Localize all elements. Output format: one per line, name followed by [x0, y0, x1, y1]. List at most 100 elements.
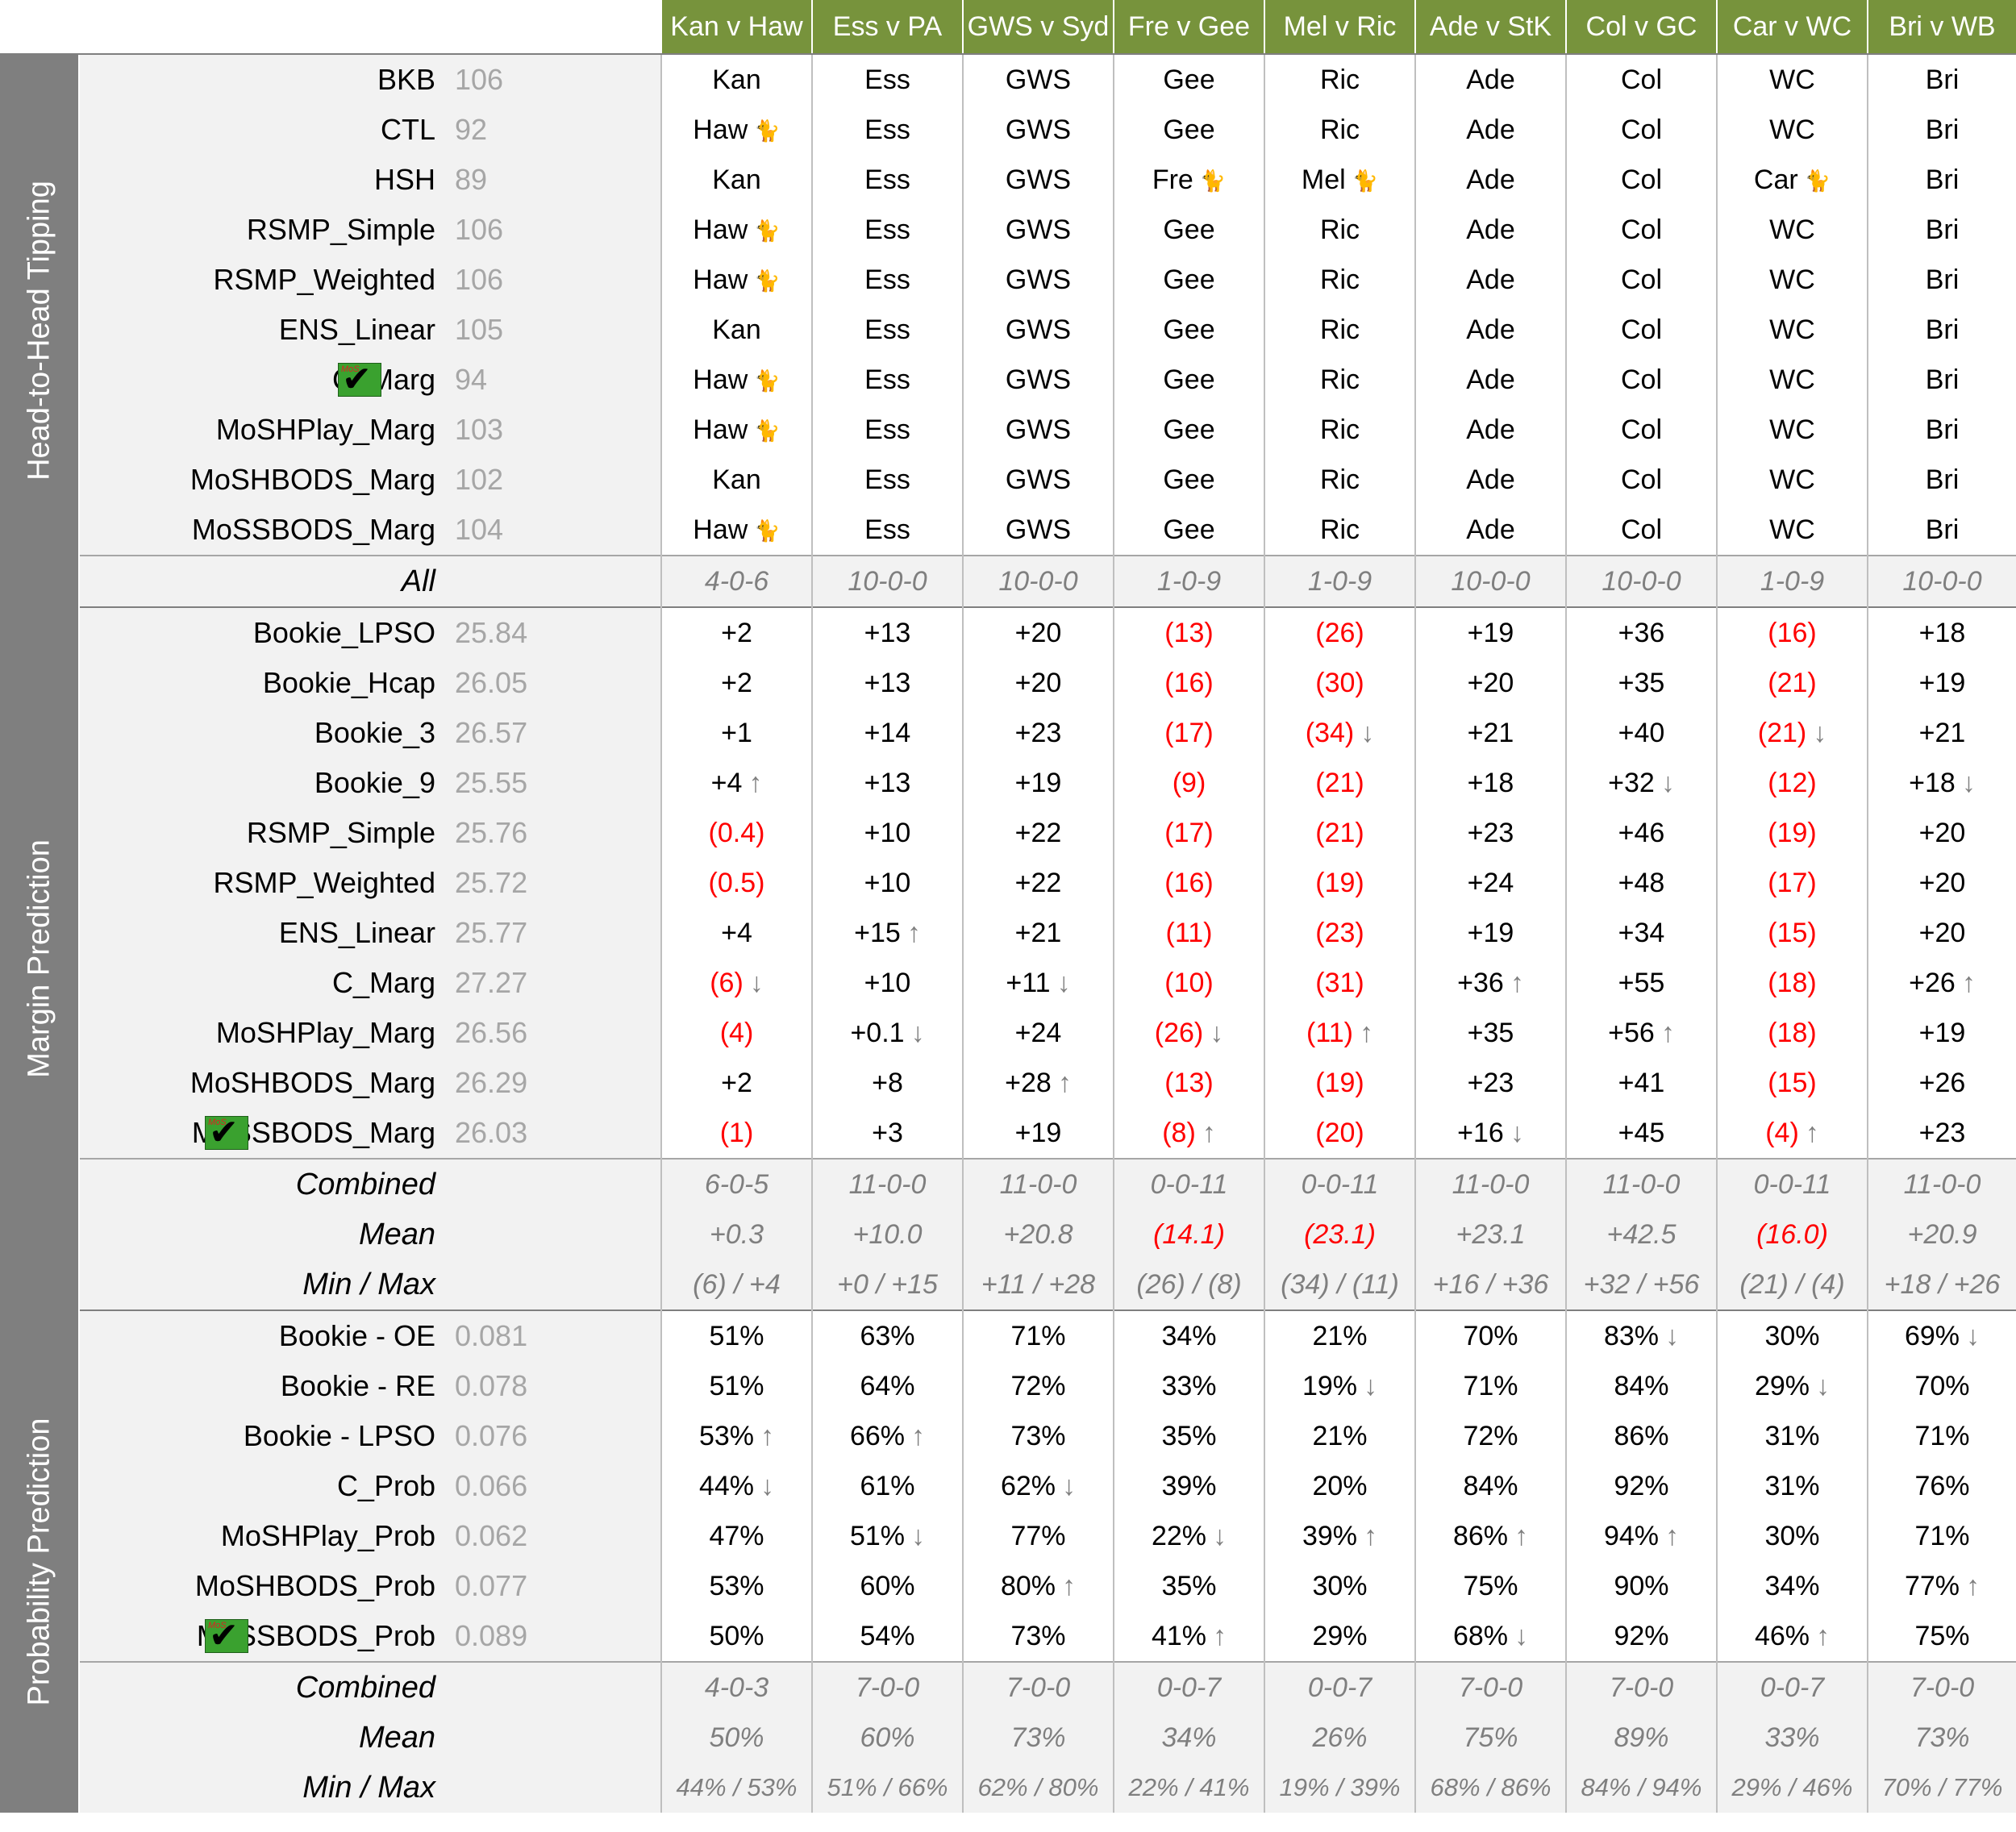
arrow-down-icon: ↓ [1514, 1620, 1529, 1651]
prediction-value: GWS [1005, 364, 1072, 395]
prediction-cell: (17) [1113, 708, 1264, 758]
prediction-cell: 62% ↓ [962, 1461, 1114, 1511]
prediction-cell: Ric [1264, 405, 1415, 455]
cat-icon: 🐈 [1199, 169, 1227, 194]
summary-cell: 10-0-0 [1414, 555, 1566, 607]
prediction-cell: +16 ↓ [1414, 1108, 1566, 1159]
prediction-cell: 30% [1716, 1309, 1868, 1361]
model-name-text: MoSHPlay_Marg [215, 1016, 435, 1049]
prediction-value: (17) [1768, 867, 1817, 898]
prediction-value: +35 [1467, 1017, 1514, 1048]
model-stat: 25.76 [444, 808, 661, 858]
prediction-value: +32 [1608, 767, 1655, 798]
model-stat: 104 [444, 505, 661, 556]
prediction-cell: 92% [1565, 1611, 1717, 1662]
prediction-value: Ess [864, 314, 910, 345]
prediction-value: Ade [1466, 214, 1515, 245]
prediction-cell: +23 [962, 708, 1114, 758]
prediction-cell: +36 [1565, 606, 1717, 658]
match-header: Mel v Ric [1264, 0, 1415, 55]
prediction-value: WC [1769, 64, 1815, 95]
prediction-cell: Col [1565, 205, 1717, 255]
prediction-cell: Ric [1264, 305, 1415, 355]
prediction-value: +26 [1918, 1067, 1966, 1098]
summary-stat-blank [444, 1210, 661, 1260]
table-row: RSMP_Weighted 106 Haw 🐈 Ess GWS Gee Ric Ade Col WC… [0, 255, 2016, 305]
summary-cell: (34) / (11) [1264, 1260, 1415, 1310]
summary-cell: 7-0-0 [962, 1661, 1114, 1713]
model-name: Bookie - RE [79, 1361, 444, 1411]
prediction-value: (10) [1164, 967, 1214, 998]
prediction-value: Gee [1163, 514, 1215, 545]
section-label: Margin Prediction [22, 839, 56, 1078]
prediction-cell: Gee [1113, 305, 1264, 355]
model-name: C_Marg [79, 958, 444, 1008]
prediction-cell: +21 [1867, 708, 2016, 758]
summary-cell: 22% / 41% [1113, 1763, 1264, 1813]
prediction-cell: 61% [811, 1461, 963, 1511]
prediction-cell: 35% [1113, 1411, 1264, 1461]
prediction-cell: GWS [962, 255, 1114, 305]
prediction-cell: (26) [1264, 606, 1415, 658]
mos-logo-text: MoS [341, 364, 360, 374]
summary-row: Mean +0.3 +10.0 +20.8 (14.1) (23.1) +23.1 +42.5… [0, 1210, 2016, 1260]
arrow-down-icon: ↓ [1816, 1370, 1831, 1401]
prediction-value: +36 [1457, 967, 1504, 998]
table-row: MoSHPlay_Marg 26.56 (4) +0.1 ↓ +24 (26) ↓ (11) ↑ +… [0, 1008, 2016, 1058]
prediction-cell: +20 [962, 606, 1114, 658]
prediction-value: 61% [860, 1470, 915, 1501]
prediction-cell: 69% ↓ [1867, 1309, 2016, 1361]
match-header: Bri v WB [1867, 0, 2016, 55]
model-name: RSMP_Weighted [79, 858, 444, 908]
summary-cell: 70% / 77% [1867, 1763, 2016, 1813]
prediction-cell: 22% ↓ [1113, 1511, 1264, 1561]
prediction-value: 21% [1312, 1420, 1368, 1451]
prediction-value: +22 [1014, 867, 1062, 898]
prediction-cell: WC [1716, 255, 1868, 305]
prediction-cell: 39% ↑ [1264, 1511, 1415, 1561]
prediction-cell: 19% ↓ [1264, 1361, 1415, 1411]
prediction-value: (16) [1164, 867, 1214, 898]
prediction-cell: +20 [962, 658, 1114, 708]
prediction-cell: (18) [1716, 1008, 1868, 1058]
table-row: Probability Prediction Bookie - OE 0.081 51… [0, 1309, 2016, 1813]
prediction-value: (31) [1315, 967, 1364, 998]
model-name: MoSC_Marg [79, 355, 444, 405]
model-name-text: HSH [373, 163, 435, 196]
prediction-cell: 86% ↑ [1414, 1511, 1566, 1561]
prediction-cell: (16) [1113, 858, 1264, 908]
prediction-value: Haw [693, 114, 748, 145]
prediction-value: +26 [1909, 967, 1956, 998]
prediction-value: 86% [1614, 1420, 1669, 1451]
prediction-value: Ade [1466, 314, 1515, 345]
prediction-value: Ess [864, 464, 910, 495]
model-name-text: Bookie_3 [314, 716, 435, 749]
summary-cell: 33% [1716, 1713, 1868, 1763]
prediction-cell: +34 [1565, 908, 1717, 958]
prediction-value: 51% [709, 1320, 764, 1351]
section-label: Head-to-Head Tipping [22, 181, 56, 481]
prediction-cell: WC [1716, 305, 1868, 355]
prediction-value: Col [1620, 164, 1663, 195]
prediction-value: 51% [709, 1370, 764, 1401]
prediction-value: (21) [1315, 817, 1364, 848]
prediction-value: +20 [1467, 667, 1514, 698]
prediction-value: +22 [1014, 817, 1062, 848]
model-stat: 0.076 [444, 1411, 661, 1461]
prediction-value: Haw [693, 214, 748, 245]
prediction-cell: (9) [1113, 758, 1264, 808]
prediction-cell: Gee [1113, 54, 1264, 105]
model-stat: 102 [444, 455, 661, 505]
model-stat: 105 [444, 305, 661, 355]
model-stat: 0.077 [444, 1561, 661, 1611]
prediction-value: +20 [1014, 667, 1062, 698]
table-row: CTL 92 Haw 🐈 Ess GWS Gee Ric Ade Col WC Bri [0, 105, 2016, 155]
arrow-up-icon: ↑ [911, 1420, 926, 1451]
prediction-value: +28 [1005, 1067, 1052, 1098]
prediction-cell: +32 ↓ [1565, 758, 1717, 808]
prediction-value: +20 [1918, 917, 1966, 948]
prediction-cell: 39% [1113, 1461, 1264, 1511]
prediction-cell: Ric [1264, 255, 1415, 305]
prediction-cell: Ade [1414, 455, 1566, 505]
prediction-value: GWS [1005, 414, 1072, 445]
